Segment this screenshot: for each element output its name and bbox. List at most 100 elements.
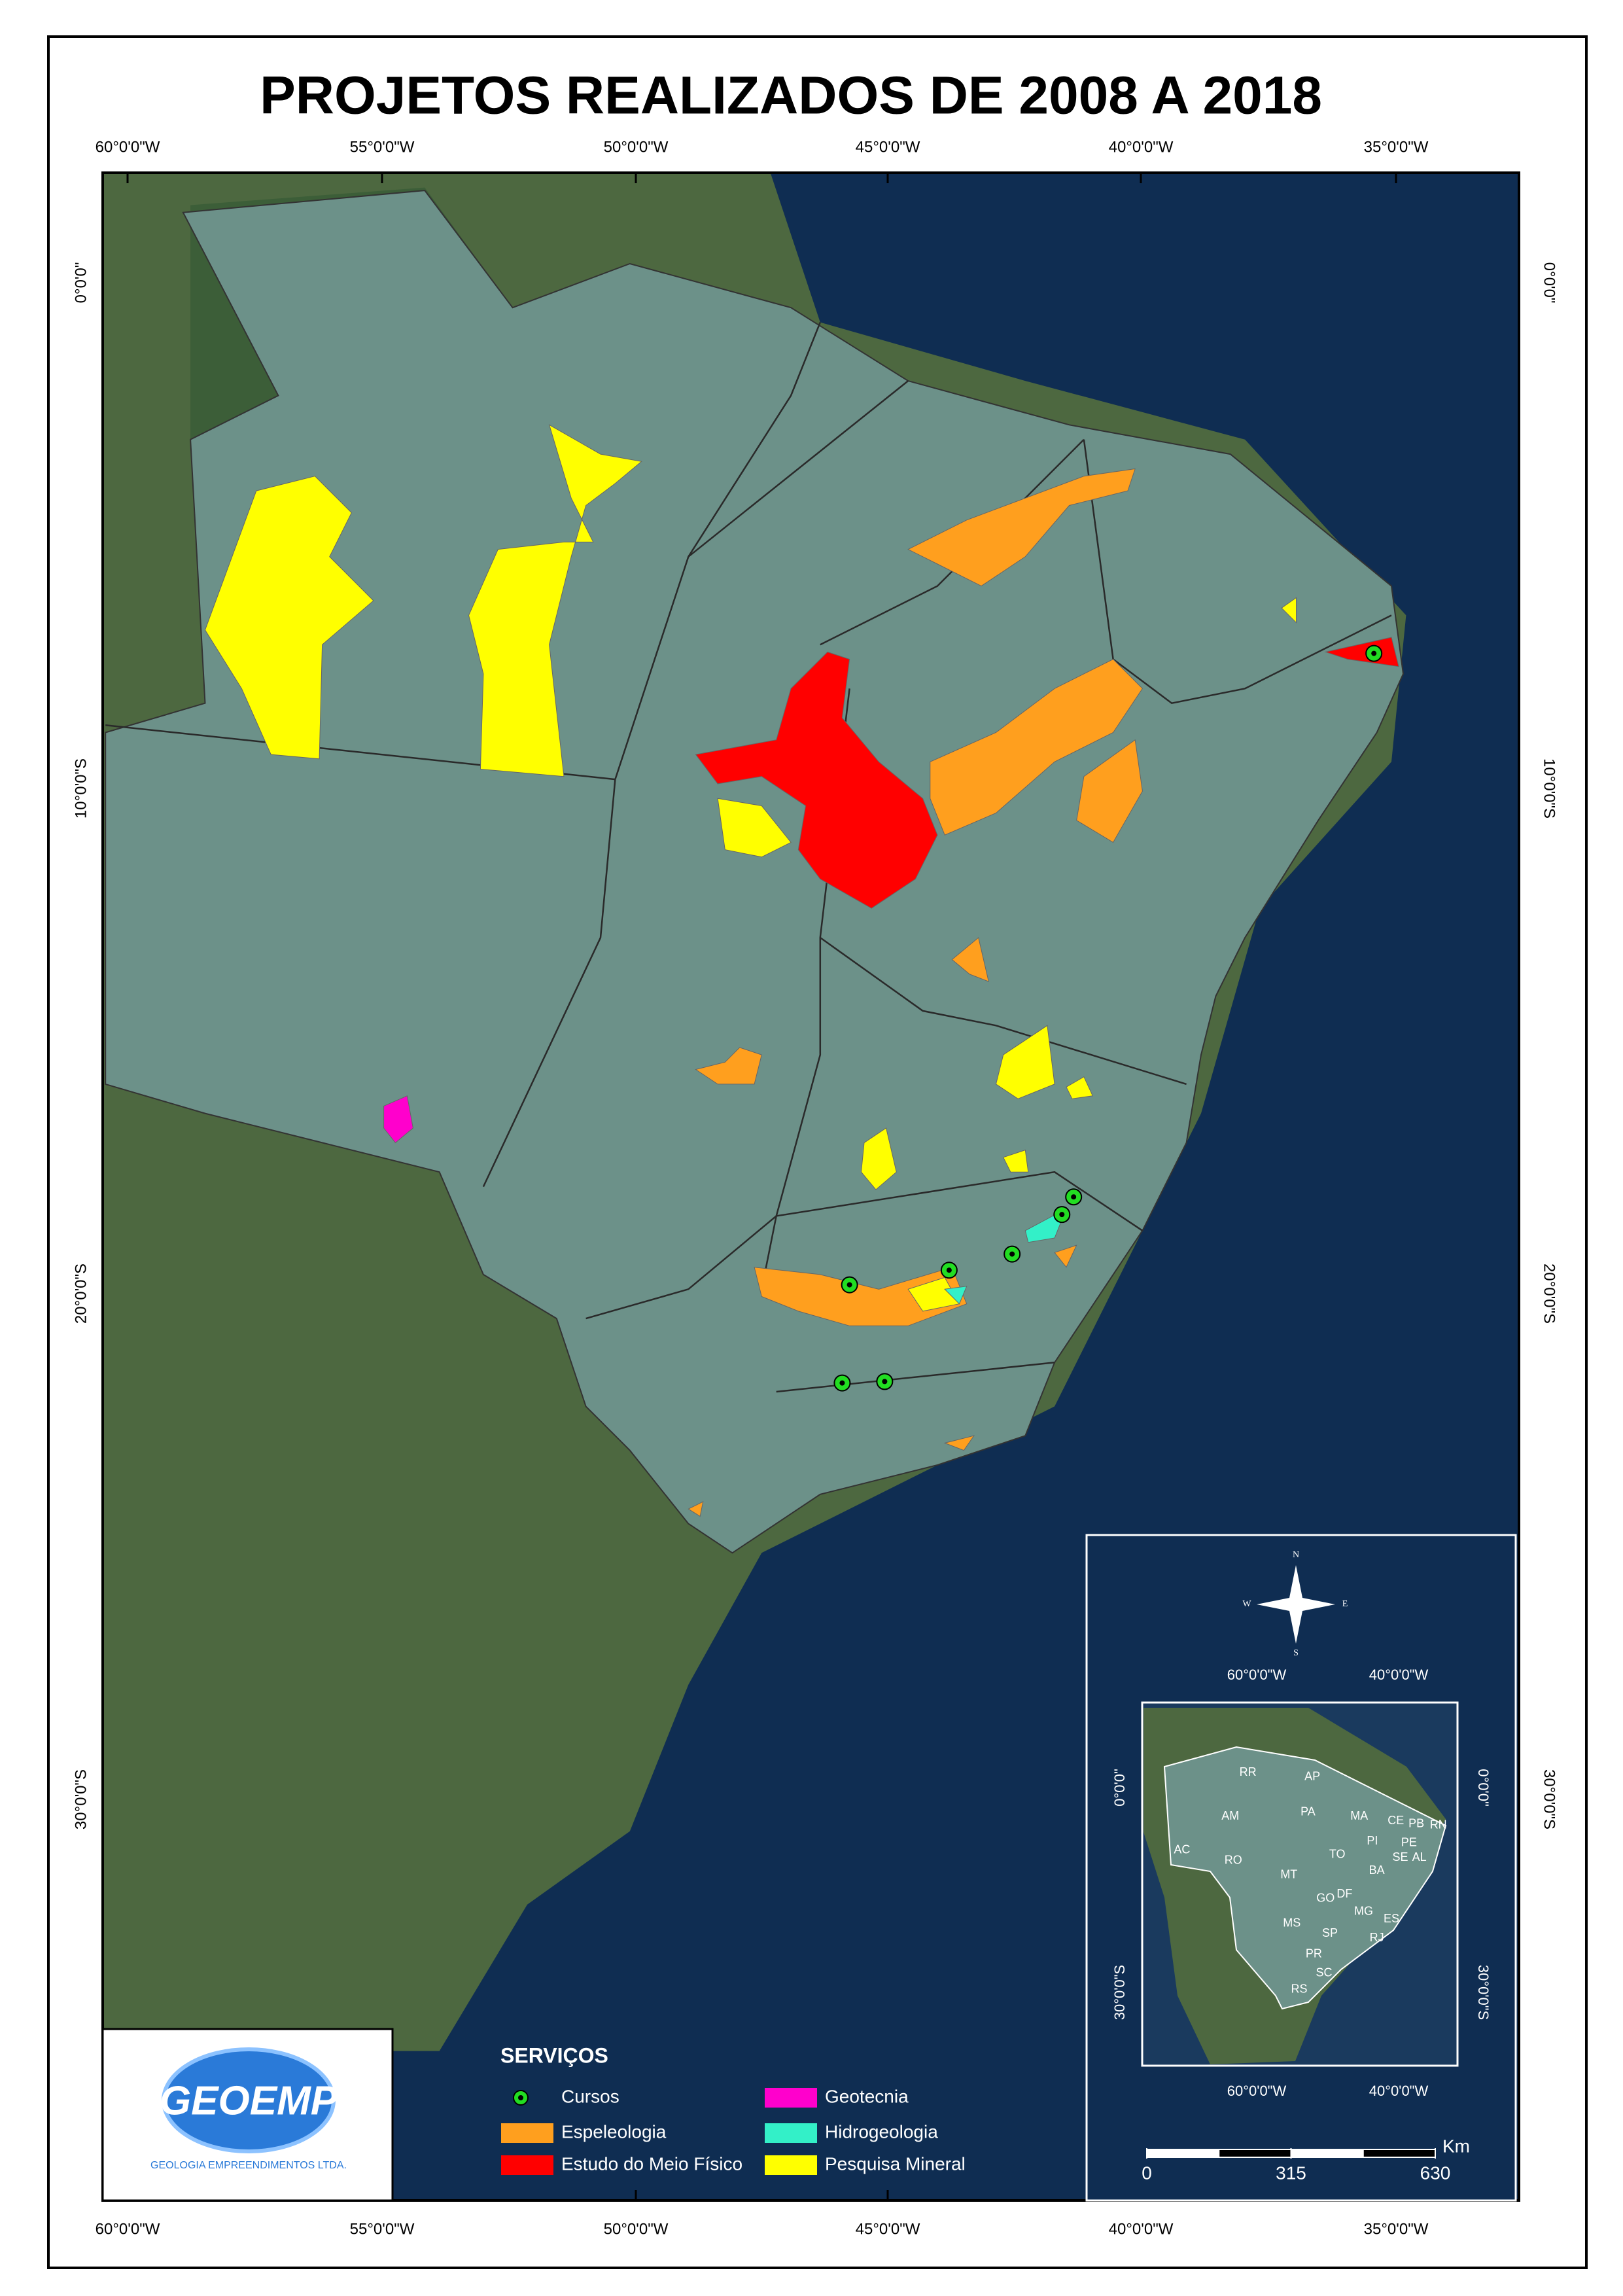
state-boundary — [614, 322, 821, 780]
state-boundary — [820, 936, 1187, 1086]
inset-lat-label: 0°0'0" — [1475, 1769, 1492, 1807]
project-area — [1002, 1149, 1029, 1173]
state-label: GO — [1316, 1891, 1335, 1904]
state-boundary — [1083, 439, 1392, 705]
lon-label: 35°0'0"W — [1364, 2220, 1429, 2238]
project-area — [995, 1025, 1055, 1099]
state-label: MG — [1354, 1905, 1373, 1918]
state-label: SP — [1322, 1926, 1338, 1939]
project-area — [1054, 1245, 1077, 1268]
inset-brazil — [1163, 1746, 1447, 2010]
course-marker-dot — [1009, 1251, 1015, 1257]
legend-swatch — [765, 2088, 817, 2108]
compass-letter: N — [1293, 1550, 1299, 1560]
inset-lon-label: 40°0'0"W — [1369, 2083, 1429, 2099]
state-label: AL — [1412, 1850, 1427, 1863]
project-area — [383, 1095, 413, 1144]
project-area — [860, 1127, 897, 1190]
state-label: PA — [1300, 1805, 1316, 1818]
logo-subtitle: GEOLOGIA EMPREENDIMENTOS LTDA. — [150, 2160, 347, 2171]
legend-swatch-dot — [518, 2095, 523, 2100]
state-label: AC — [1174, 1843, 1190, 1856]
state-label: RJ — [1370, 1931, 1384, 1944]
lon-label: 45°0'0"W — [856, 2220, 920, 2238]
lat-label: 10°0'0"S — [1541, 758, 1558, 819]
course-marker-dot — [839, 1380, 845, 1386]
map-title: PROJETOS REALIZADOS DE 2008 A 2018 — [260, 66, 1322, 126]
frame-labels: 60°0'0"W 60°0'0"W 55°0'0"W 55°0'0"W 50°0'0"W… — [72, 138, 1558, 2238]
project-area — [951, 937, 990, 982]
lat-label: 20°0'0"S — [72, 1263, 90, 1324]
lon-label: 40°0'0"W — [1109, 138, 1174, 156]
legend-label: Espeleologia — [561, 2121, 667, 2142]
lat-label: 20°0'0"S — [1541, 1263, 1558, 1324]
lon-label: 60°0'0"W — [96, 138, 160, 156]
scale-label: 0 — [1142, 2163, 1152, 2183]
lat-label: 30°0'0"S — [72, 1769, 90, 1829]
lat-label: 30°0'0"S — [1541, 1769, 1558, 1829]
state-boundary — [585, 1171, 1143, 1320]
course-marker-dot — [1071, 1194, 1077, 1200]
map-frame — [101, 171, 1520, 2202]
state-label: DF — [1336, 1887, 1352, 1900]
lat-label: 0°0'0" — [1541, 262, 1558, 304]
project-area — [717, 798, 792, 858]
compass-letter: W — [1242, 1599, 1251, 1609]
inset-lon-label: 40°0'0"W — [1369, 1667, 1429, 1683]
scale-segment — [1362, 2149, 1436, 2158]
legend-label: Estudo do Meio Físico — [561, 2153, 742, 2174]
legend-label: Geotecnia — [825, 2086, 909, 2106]
compass-letter: S — [1293, 1648, 1299, 1658]
inset-lon-label: 60°0'0"W — [1227, 1667, 1287, 1683]
state-label: BA — [1369, 1863, 1385, 1877]
state-label: ES — [1384, 1912, 1399, 1925]
legend: SERVIÇOS Cursos Espeleologia Estudo do Mei… — [500, 2043, 966, 2175]
state-label: PB — [1408, 1816, 1424, 1829]
lon-label: 60°0'0"W — [96, 2220, 160, 2238]
legend-label: Cursos — [561, 2086, 620, 2106]
project-area — [944, 1286, 968, 1305]
legend-label: Pesquisa Mineral — [825, 2153, 966, 2174]
state-label: RO — [1225, 1853, 1242, 1866]
course-marker-dot — [1371, 650, 1377, 656]
lon-label: 35°0'0"W — [1364, 138, 1429, 156]
scale-segment — [1146, 2149, 1220, 2158]
lon-label: 40°0'0"W — [1109, 2220, 1174, 2238]
scale-label: 315 — [1276, 2163, 1306, 2183]
lon-label: 50°0'0"W — [604, 138, 669, 156]
project-area — [695, 651, 938, 909]
state-boundary — [688, 380, 909, 557]
project-area — [1076, 739, 1143, 843]
course-marker-dot — [946, 1267, 952, 1273]
lon-label: 55°0'0"W — [350, 138, 415, 156]
state-label: CE — [1387, 1814, 1404, 1827]
lat-label: 0°0'0" — [72, 262, 90, 304]
study-region — [105, 190, 1405, 1554]
logo-name: GEOEMP — [160, 2078, 338, 2123]
inset-lon-label: 60°0'0"W — [1227, 2083, 1287, 2099]
course-marker-dot — [1059, 1212, 1065, 1218]
legend-swatch — [765, 2155, 817, 2175]
project-area — [1324, 637, 1399, 667]
state-label: AM — [1221, 1809, 1239, 1822]
logo-globe — [162, 2047, 336, 2153]
lon-label: 50°0'0"W — [604, 2220, 669, 2238]
project-area — [468, 424, 642, 777]
compass-rose — [1257, 1565, 1335, 1644]
state-label: TO — [1329, 1847, 1346, 1860]
state-boundary — [820, 438, 1085, 646]
state-label: RS — [1291, 1982, 1307, 1995]
course-marker-dot — [882, 1379, 888, 1385]
lat-label: 10°0'0"S — [72, 758, 90, 819]
state-label: RN — [1430, 1818, 1447, 1831]
inset-lat-label: 30°0'0"S — [1475, 1965, 1492, 2020]
state-label: SC — [1316, 1966, 1333, 1979]
project-area — [688, 1501, 704, 1517]
state-label: SE — [1392, 1850, 1408, 1863]
scale-unit: Km — [1442, 2136, 1470, 2156]
state-label: AP — [1304, 1770, 1320, 1783]
legend-title: SERVIÇOS — [500, 2043, 608, 2067]
course-marker-dot — [846, 1282, 852, 1288]
